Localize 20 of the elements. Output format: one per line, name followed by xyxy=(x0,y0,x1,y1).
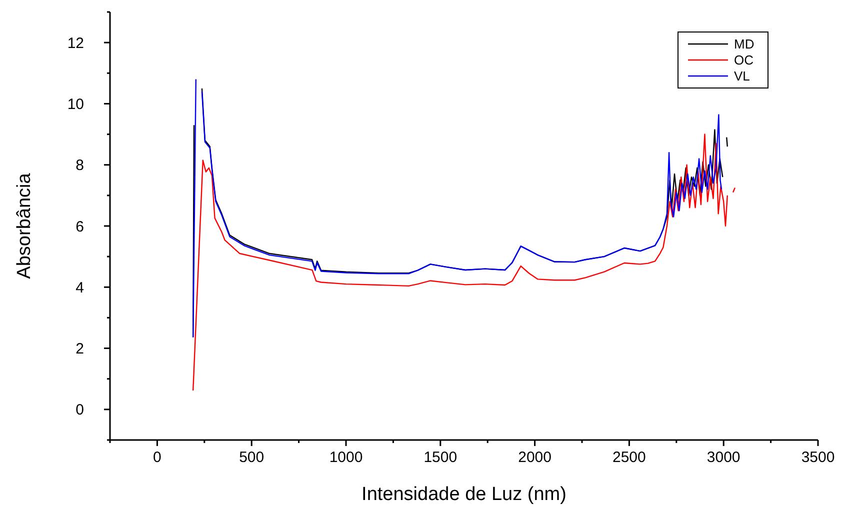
x-tick-label: 0 xyxy=(153,449,162,466)
y-axis-title: Absorbância xyxy=(14,172,35,279)
y-tick-label: 0 xyxy=(76,402,84,419)
y-tick-label: 12 xyxy=(67,34,84,52)
x-tick-label: 3000 xyxy=(706,449,740,466)
x-tick-label: 2000 xyxy=(518,449,552,466)
x-axis-title: Intensidade de Luz (nm) xyxy=(362,484,566,505)
y-tick-label: 2 xyxy=(76,340,84,358)
y-tick-label: 10 xyxy=(67,96,84,113)
legend-label: VL xyxy=(734,68,750,84)
y-tick-label: 8 xyxy=(76,157,84,174)
legend-label: MD xyxy=(734,36,754,52)
y-tick-label: 6 xyxy=(76,218,84,236)
y-tick-label: 4 xyxy=(76,279,84,296)
x-tick-label: 500 xyxy=(239,449,264,466)
x-tick-label: 2500 xyxy=(612,449,646,466)
x-tick-label: 3500 xyxy=(801,449,835,466)
x-tick-label: 1000 xyxy=(329,449,363,466)
legend-label: OC xyxy=(734,52,754,68)
x-tick-label: 1500 xyxy=(424,449,458,466)
